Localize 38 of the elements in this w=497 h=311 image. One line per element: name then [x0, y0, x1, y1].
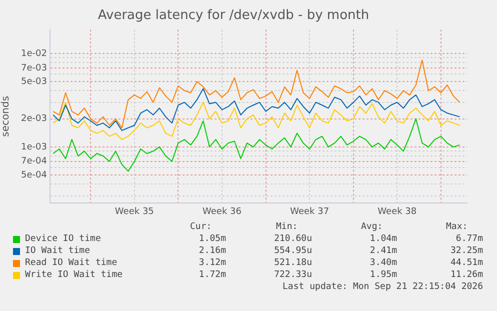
legend-label: Read IO Wait time — [25, 258, 118, 269]
text: 44.51m — [450, 258, 483, 269]
text: 554.95u — [274, 246, 312, 257]
text: Cur: — [190, 222, 212, 233]
legend-label: IO Wait time — [25, 246, 90, 257]
x-tick-label: Week 38 — [378, 206, 417, 217]
text: 2.41m — [370, 246, 397, 257]
x-tick-label: Week 36 — [202, 206, 242, 217]
text: Min: — [276, 222, 298, 233]
text: 521.18u — [274, 258, 312, 269]
x-tick-label: Week 37 — [290, 206, 330, 217]
y-tick-label: 7e-03 — [20, 63, 47, 74]
text: 1.72m — [198, 270, 226, 281]
text: 6.77m — [456, 234, 483, 245]
text: 32.25m — [450, 246, 483, 257]
text: 1.95m — [370, 270, 397, 281]
text: 11.26m — [450, 270, 483, 281]
text: Max: — [446, 222, 468, 233]
text: 1.05m — [198, 234, 226, 245]
y-tick-label: 5e-03 — [20, 76, 47, 87]
chart-title: Average latency for /dev/xvdb - by month — [98, 8, 370, 24]
y-tick-label: 2e-03 — [20, 114, 47, 124]
legend-label: Write IO Wait time — [25, 270, 123, 281]
x-tick-label: Week 35 — [114, 206, 154, 217]
text: 3.40m — [370, 258, 397, 269]
y-tick-label: 1e-02 — [20, 48, 47, 59]
text: 3.12m — [198, 258, 226, 269]
text: 210.60u — [274, 234, 312, 245]
y-tick-label: 1e-03 — [20, 142, 47, 152]
text: Last update: Mon Sep 21 22:15:04 2026 — [282, 282, 483, 293]
y-tick-label: 5e-04 — [20, 170, 48, 180]
text: 2.16m — [198, 246, 226, 257]
legend-label: Device IO time — [25, 234, 101, 245]
text: Avg: — [361, 222, 383, 233]
y-axis-title: seconds — [0, 96, 12, 137]
text: 1.04m — [370, 234, 397, 245]
y-tick-label: 7e-04 — [20, 156, 48, 167]
text: 722.33u — [274, 270, 312, 281]
